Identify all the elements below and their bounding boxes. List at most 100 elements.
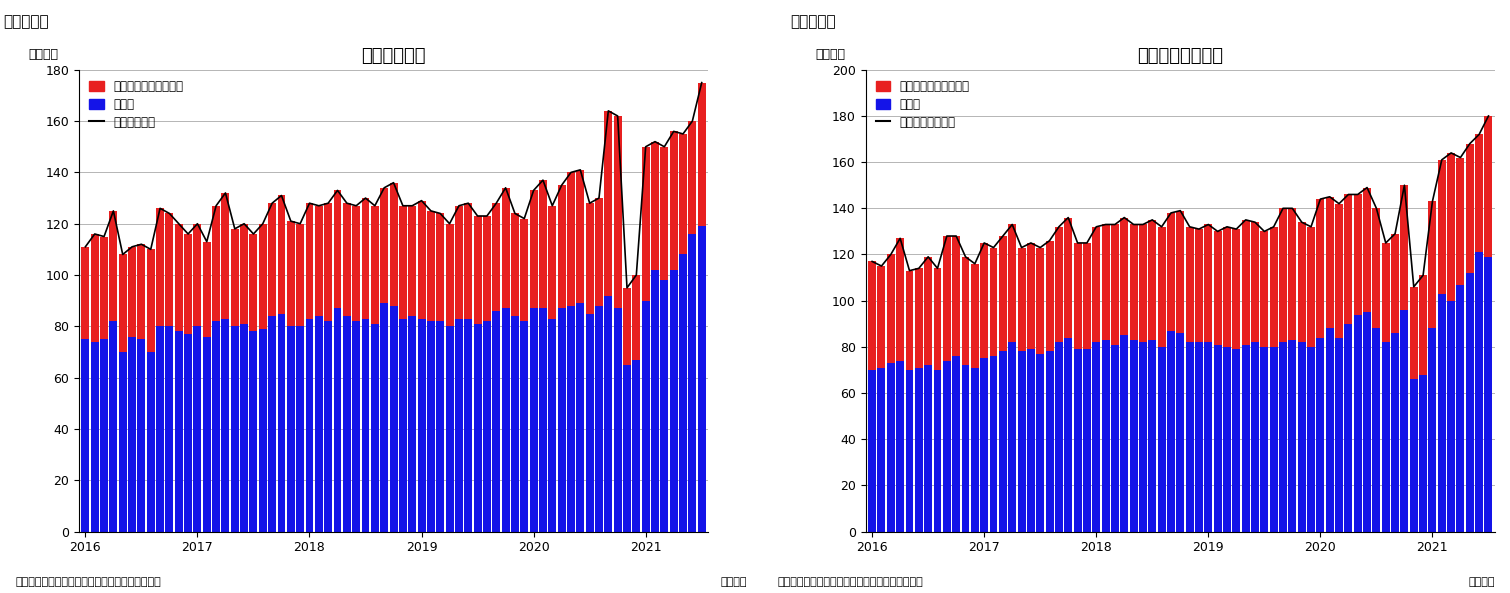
Bar [483, 216, 491, 321]
Bar [962, 257, 969, 365]
Bar [231, 229, 239, 326]
Bar [1261, 231, 1268, 347]
Bar [119, 254, 127, 352]
Bar [109, 321, 118, 531]
Bar [642, 301, 649, 531]
Bar [483, 321, 491, 531]
Bar [91, 342, 98, 531]
Bar [202, 242, 211, 337]
Bar [989, 247, 998, 356]
Bar [287, 326, 294, 531]
Bar [633, 360, 640, 531]
Bar [971, 264, 978, 368]
住宅着工件数 [693, 79, 711, 86]
Bar [408, 316, 417, 531]
Title: 住宅着工許可件数: 住宅着工許可件数 [1137, 47, 1223, 65]
Bar [278, 196, 285, 314]
Bar [278, 314, 285, 531]
Text: （万件）: （万件） [29, 47, 59, 60]
Bar [399, 318, 406, 531]
Bar [184, 334, 192, 531]
Bar [1344, 195, 1353, 324]
Bar [1457, 158, 1465, 285]
Bar [193, 224, 201, 326]
Bar [1241, 220, 1250, 345]
Bar [1232, 349, 1240, 531]
Bar [269, 316, 276, 531]
Bar [689, 121, 696, 234]
住宅着工件数 [169, 220, 187, 227]
Bar [1466, 273, 1474, 531]
Bar [1428, 202, 1436, 329]
Bar [109, 211, 118, 321]
Bar [1297, 222, 1306, 342]
Bar [474, 216, 482, 324]
Bar [530, 308, 538, 531]
Bar [474, 324, 482, 531]
Bar [1083, 349, 1090, 531]
Bar [1288, 340, 1296, 531]
Bar [1000, 352, 1007, 531]
Bar [390, 183, 397, 306]
Bar [1102, 225, 1110, 340]
Bar [1354, 195, 1362, 314]
Bar [1027, 349, 1034, 531]
Bar [202, 337, 211, 531]
Bar [175, 331, 183, 531]
Bar [1214, 231, 1222, 345]
Bar [1065, 218, 1072, 337]
Bar [258, 224, 267, 329]
Bar [1335, 204, 1342, 337]
Bar [305, 203, 314, 318]
Bar [128, 247, 136, 337]
Text: （図表２）: （図表２） [790, 14, 835, 30]
Bar [1223, 227, 1231, 347]
Bar [1000, 236, 1007, 352]
Bar [1250, 222, 1259, 342]
Bar [906, 370, 914, 531]
Bar [91, 234, 98, 342]
Bar [1308, 347, 1315, 531]
Bar [1055, 342, 1063, 531]
住宅着工件数 [618, 284, 636, 291]
Bar [539, 308, 547, 531]
Bar [1241, 345, 1250, 531]
Bar [1419, 275, 1427, 375]
Bar [942, 361, 951, 531]
Text: （図表１）: （図表１） [3, 14, 48, 30]
Bar [240, 324, 248, 531]
Bar [1326, 329, 1333, 531]
Bar [915, 368, 923, 531]
Bar [445, 326, 453, 531]
Bar [642, 146, 649, 301]
Bar [942, 236, 951, 361]
Bar [613, 116, 622, 308]
Bar [1344, 324, 1353, 531]
Bar [137, 339, 145, 531]
住宅建築許可件数 [956, 253, 974, 260]
Bar [1009, 342, 1016, 531]
住宅建築許可件数 [1480, 113, 1498, 120]
Bar [1129, 225, 1137, 340]
Bar [1279, 208, 1287, 342]
Bar [971, 368, 978, 531]
Bar [325, 321, 332, 531]
Bar [240, 224, 248, 324]
Bar [895, 361, 904, 531]
Bar [1092, 342, 1101, 531]
Bar [371, 206, 379, 324]
Bar [1074, 243, 1081, 349]
Bar [1036, 247, 1045, 354]
Bar [1018, 352, 1025, 531]
Line: 住宅着工件数: 住宅着工件数 [86, 82, 702, 288]
Line: 住宅建築許可件数: 住宅建築許可件数 [873, 116, 1489, 287]
Bar [624, 288, 631, 365]
Bar [980, 243, 988, 358]
Bar [343, 203, 350, 316]
住宅建築許可件数 [1143, 216, 1161, 224]
Bar [1391, 234, 1400, 333]
Bar [989, 356, 998, 531]
Bar [305, 318, 314, 531]
Bar [1447, 301, 1456, 531]
Bar [595, 306, 602, 531]
